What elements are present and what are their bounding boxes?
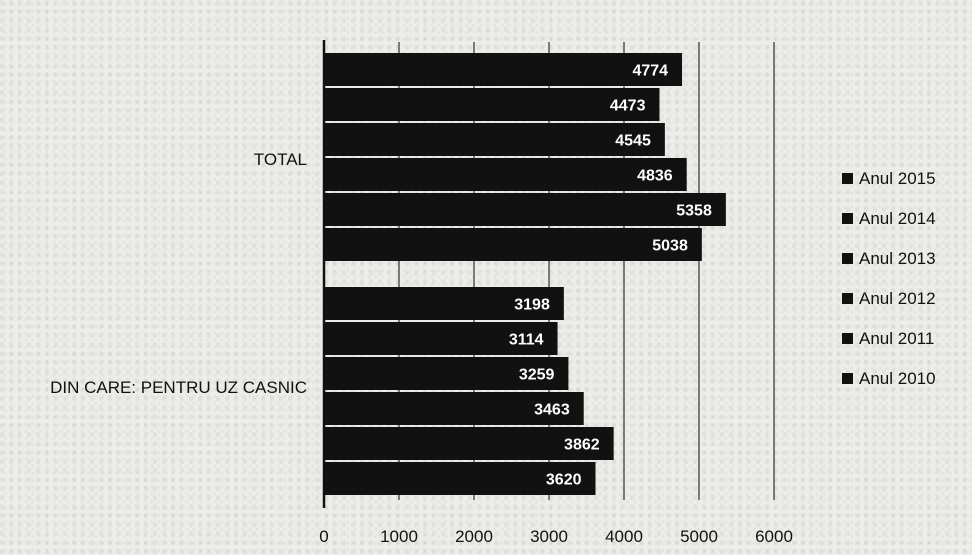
bar (324, 357, 569, 390)
data-label: 4545 (615, 133, 651, 150)
data-label: 3259 (519, 367, 555, 384)
x-tick-label: 5000 (680, 527, 718, 546)
data-label: 3463 (534, 402, 570, 419)
legend-label: Anul 2015 (859, 169, 936, 188)
data-label: 4473 (610, 98, 646, 115)
x-tick-label: 3000 (530, 527, 568, 546)
bar (324, 228, 702, 261)
legend-swatch (842, 173, 853, 184)
legend-swatch (842, 333, 853, 344)
legend-swatch (842, 253, 853, 264)
bar (324, 287, 564, 320)
bar (324, 427, 614, 460)
category-label: TOTAL (254, 150, 307, 169)
bar (324, 462, 596, 495)
legend-swatch (842, 213, 853, 224)
x-tick-label: 0 (319, 527, 328, 546)
data-label: 3620 (546, 472, 582, 489)
legend-label: Anul 2011 (859, 329, 934, 348)
category-label: DIN CARE: PENTRU UZ CASNIC (50, 378, 307, 397)
data-label: 3198 (514, 297, 550, 314)
data-label: 5038 (652, 238, 688, 255)
bar (324, 123, 665, 156)
bar (324, 193, 726, 226)
x-tick-label: 6000 (755, 527, 793, 546)
bar (324, 53, 683, 86)
bar (324, 158, 687, 191)
x-tick-label: 4000 (605, 527, 643, 546)
data-label: 4774 (632, 63, 668, 80)
data-label: 4836 (637, 168, 673, 185)
x-tick-label: 2000 (455, 527, 493, 546)
bar (324, 88, 660, 121)
legend-label: Anul 2014 (859, 209, 936, 228)
bar (324, 392, 584, 425)
legend-swatch (842, 293, 853, 304)
data-label: 3114 (509, 332, 544, 349)
legend-swatch (842, 373, 853, 384)
legend-label: Anul 2010 (859, 369, 936, 388)
data-label: 3862 (564, 437, 600, 454)
bar (324, 322, 558, 355)
data-label: 5358 (676, 203, 712, 220)
x-tick-label: 1000 (380, 527, 418, 546)
legend-label: Anul 2013 (859, 249, 936, 268)
legend-label: Anul 2012 (859, 289, 936, 308)
